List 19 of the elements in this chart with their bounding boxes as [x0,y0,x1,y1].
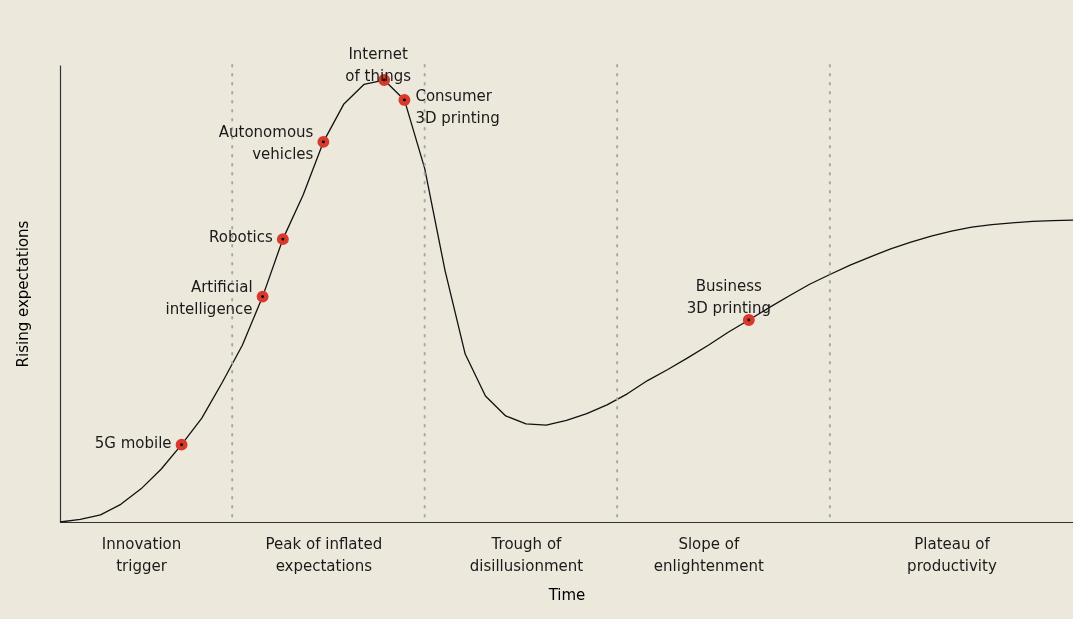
point [175,438,188,451]
annotation: Business 3D printing [686,277,771,318]
annotation: Internet of things [345,45,412,86]
y-axis-title: Rising expectations [13,220,32,368]
annotation: Artificial intelligence [165,277,253,318]
annotation: 5G mobile [94,433,172,452]
annotation: Autonomous vehicles [218,122,314,163]
point [317,135,330,148]
x-axis-title: Time [547,585,586,604]
x-tick-label: Slope of enlightenment [653,534,764,575]
x-tick-label: Plateau of productivity [907,534,997,575]
point [256,290,269,303]
x-tick-label: Trough of disillusionment [469,534,584,575]
annotation: Robotics [209,228,274,247]
annotation: Consumer 3D printing [415,86,500,127]
point [398,93,411,106]
x-tick-label: Innovation trigger [101,534,182,575]
point [276,233,289,246]
x-tick-label: Peak of inflated expectations [265,534,383,575]
